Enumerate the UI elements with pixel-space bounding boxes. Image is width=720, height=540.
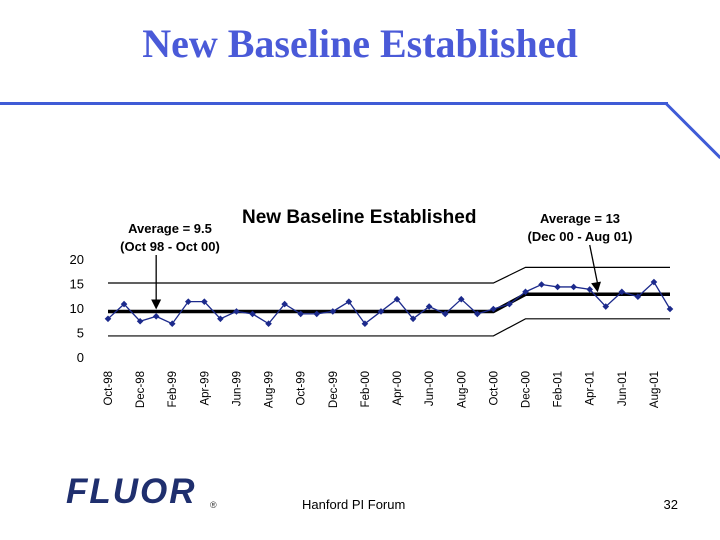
data-point <box>602 303 610 310</box>
data-point <box>538 281 545 288</box>
registered-mark: ® <box>210 500 217 510</box>
annotation-avg2-line1: Average = 13 <box>540 211 620 226</box>
data-point <box>522 288 529 296</box>
annotation-avg1-line2: (Oct 98 - Oct 00) <box>120 239 220 254</box>
data-point <box>136 317 144 325</box>
data-point <box>313 310 321 318</box>
x-tick-label: Jun-99 <box>231 371 243 406</box>
lower-limit-line <box>108 318 670 337</box>
x-tick-label: Aug-01 <box>649 371 661 408</box>
data-point <box>441 310 449 318</box>
annotation-avg1-line1: Average = 9.5 <box>128 221 212 236</box>
data-point <box>233 308 240 315</box>
data-point <box>570 283 577 291</box>
data-point <box>281 300 288 308</box>
x-tick-label: Dec-00 <box>520 371 532 408</box>
data-point <box>361 320 369 327</box>
data-line <box>107 281 671 325</box>
arrow-head <box>591 281 601 293</box>
y-tick-label: 5 <box>77 326 84 341</box>
series-line <box>104 278 674 327</box>
fluor-logo: FLUOR <box>66 472 197 511</box>
data-point <box>474 310 481 318</box>
title-rule-diagonal <box>664 102 720 160</box>
data-point <box>104 315 112 323</box>
x-tick-label: Aug-00 <box>456 371 468 408</box>
x-tick-label: Apr-01 <box>585 371 597 406</box>
x-tick-label: Apr-00 <box>392 371 404 406</box>
annotation-avg2-line2: (Dec 00 - Aug 01) <box>528 229 633 244</box>
average-line <box>108 292 670 314</box>
y-tick-label: 20 <box>70 252 84 267</box>
x-tick-label: Feb-99 <box>167 371 179 407</box>
data-point <box>120 300 128 308</box>
data-point <box>554 283 561 291</box>
y-tick-label: 10 <box>70 301 84 316</box>
data-point <box>666 305 674 313</box>
data-point <box>265 320 272 327</box>
y-tick-label: 15 <box>70 277 84 292</box>
x-tick-label: Apr-99 <box>199 371 211 406</box>
y-axis: 0 5 10 15 20 <box>70 252 84 365</box>
data-point <box>650 278 658 286</box>
data-point <box>618 288 626 296</box>
x-axis: Oct-98 Dec-98 Feb-99 Apr-99 Jun-99 Aug-99 Oct-… <box>103 371 661 408</box>
y-tick-label: 0 <box>77 350 84 365</box>
x-tick-label: Oct-00 <box>488 371 500 406</box>
arrow-head <box>151 299 162 310</box>
chart-title: New Baseline Established <box>242 207 476 228</box>
slide-title: New Baseline Established <box>142 21 578 66</box>
x-tick-label: Feb-00 <box>360 371 372 407</box>
data-point <box>152 313 160 320</box>
arrow-avg2 <box>589 244 601 293</box>
data-point <box>345 298 353 305</box>
x-tick-label: Oct-98 <box>103 371 115 406</box>
x-tick-label: Dec-98 <box>135 371 147 408</box>
data-point <box>506 300 513 308</box>
data-point <box>634 293 642 301</box>
data-point <box>329 308 337 315</box>
page-number: 32 <box>663 497 678 512</box>
data-point <box>490 305 497 313</box>
data-point <box>168 320 176 327</box>
annotation-arrows <box>151 244 601 310</box>
x-tick-label: Oct-99 <box>296 371 308 406</box>
x-tick-label: Jun-00 <box>424 371 436 406</box>
title-rule <box>0 102 668 105</box>
arrow-avg1 <box>151 255 162 310</box>
arrow-shaft <box>589 244 599 285</box>
control-chart: New Baseline Established Average = 9.5 (… <box>70 207 674 408</box>
x-tick-label: Aug-99 <box>264 371 276 408</box>
x-tick-label: Dec-99 <box>328 371 340 408</box>
data-point <box>249 310 256 318</box>
upper-limit-line <box>108 266 670 284</box>
x-tick-label: Feb-01 <box>553 371 565 407</box>
footer-text: Hanford PI Forum <box>302 497 406 512</box>
data-point <box>586 286 594 293</box>
x-tick-label: Jun-01 <box>617 371 629 406</box>
